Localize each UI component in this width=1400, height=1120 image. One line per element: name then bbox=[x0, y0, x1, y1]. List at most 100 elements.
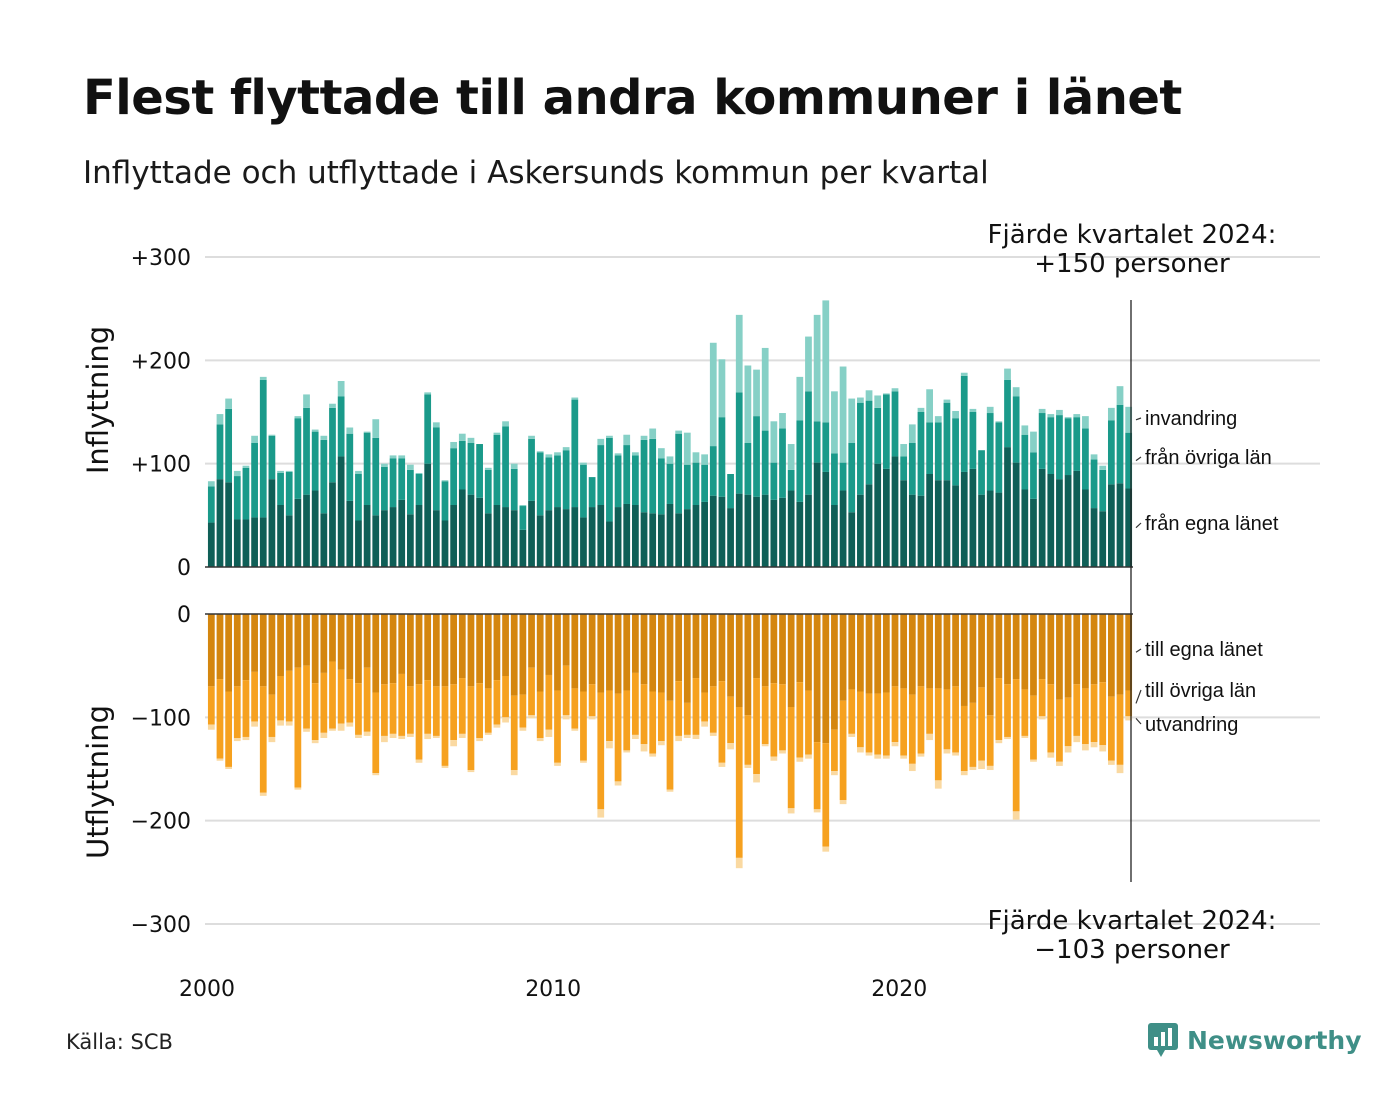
bar-segment bbox=[441, 480, 449, 482]
bar-segment bbox=[753, 774, 760, 783]
bar-segment bbox=[458, 678, 466, 734]
bar-segment bbox=[908, 763, 916, 772]
bar-segment bbox=[960, 771, 968, 776]
bar-segment bbox=[303, 614, 310, 666]
bar-segment bbox=[649, 753, 657, 757]
bar-segment bbox=[805, 614, 812, 691]
bar-segment bbox=[969, 766, 977, 771]
bar-segment bbox=[978, 450, 985, 495]
bar-segment bbox=[259, 614, 267, 687]
bar-segment bbox=[355, 474, 362, 521]
bar-segment bbox=[502, 507, 509, 567]
bar-segment bbox=[1012, 396, 1020, 463]
bar-segment bbox=[787, 614, 795, 707]
bar-segment bbox=[580, 464, 587, 518]
bar-segment bbox=[1064, 417, 1072, 419]
bar-segment bbox=[536, 691, 544, 738]
bar-segment bbox=[779, 428, 786, 498]
bar-segment bbox=[1056, 479, 1063, 567]
bar-segment bbox=[865, 484, 873, 567]
bar-segment bbox=[398, 614, 406, 674]
bar-segment bbox=[1090, 459, 1098, 509]
bar-segment bbox=[216, 479, 224, 567]
bar-segment bbox=[744, 494, 752, 567]
bar-segment bbox=[458, 433, 466, 441]
bar-segment bbox=[519, 529, 527, 567]
bar-segment bbox=[632, 614, 639, 673]
bar-segment bbox=[727, 743, 734, 750]
bar-segment bbox=[1107, 760, 1115, 765]
y-tick-label: +200 bbox=[131, 349, 191, 374]
bar-segment bbox=[675, 430, 683, 434]
bar-segment bbox=[657, 448, 665, 459]
bar-segment bbox=[882, 755, 890, 759]
bar-segment bbox=[753, 496, 760, 567]
bar-segment bbox=[718, 496, 726, 567]
bar-segment bbox=[432, 735, 440, 738]
bar-segment bbox=[597, 692, 605, 810]
bar-segment bbox=[891, 686, 899, 743]
bar-segment bbox=[493, 724, 501, 728]
bar-segment bbox=[934, 614, 942, 689]
bar-segment bbox=[1116, 404, 1124, 484]
bar-segment bbox=[432, 427, 440, 511]
bar-segment bbox=[1047, 474, 1055, 567]
bar-segment bbox=[597, 614, 605, 693]
bar-segment bbox=[1012, 462, 1020, 567]
bar-segment bbox=[432, 510, 440, 567]
bar-segment bbox=[329, 482, 336, 567]
bar-segment bbox=[493, 614, 501, 681]
bar-segment bbox=[225, 691, 233, 767]
bar-segment bbox=[1004, 368, 1011, 380]
bar-segment bbox=[407, 464, 414, 470]
bar-segment bbox=[216, 758, 224, 761]
bar-segment bbox=[571, 728, 579, 731]
bar-segment bbox=[952, 752, 959, 756]
bar-segment bbox=[259, 517, 267, 567]
bar-segment bbox=[216, 414, 224, 425]
bar-segment bbox=[432, 614, 440, 687]
bar-segment bbox=[536, 452, 544, 516]
bar-segment bbox=[588, 716, 596, 720]
bar-segment bbox=[528, 438, 535, 501]
bar-segment bbox=[1064, 746, 1072, 753]
series-label: utvandring bbox=[1145, 714, 1238, 736]
bar-segment bbox=[502, 426, 509, 508]
bar-segment bbox=[1030, 759, 1037, 762]
bar-segment bbox=[415, 505, 423, 567]
bar-segment bbox=[571, 399, 579, 508]
bar-segment bbox=[727, 696, 734, 744]
bar-segment bbox=[1012, 387, 1020, 397]
bar-segment bbox=[311, 614, 319, 684]
bar-segment bbox=[813, 462, 821, 567]
bar-segment bbox=[1073, 735, 1081, 743]
bar-segment bbox=[1099, 469, 1107, 512]
bar-segment bbox=[268, 479, 276, 567]
bar-segment bbox=[926, 422, 933, 474]
bar-segment bbox=[1004, 614, 1011, 685]
bar-segment bbox=[761, 744, 769, 747]
bar-segment bbox=[640, 435, 648, 440]
bar-segment bbox=[372, 773, 380, 776]
bar-segment bbox=[692, 462, 700, 505]
bar-segment bbox=[986, 614, 994, 716]
bar-segment bbox=[969, 468, 977, 567]
bar-segment bbox=[857, 614, 864, 692]
bar-segment bbox=[597, 505, 605, 567]
bar-segment bbox=[969, 412, 977, 469]
bar-segment bbox=[285, 670, 293, 722]
bar-segment bbox=[372, 515, 380, 567]
bar-segment bbox=[831, 729, 838, 772]
bar-segment bbox=[822, 422, 830, 472]
x-tick-label: 2000 bbox=[179, 977, 235, 1002]
bar-segment bbox=[259, 379, 267, 518]
bar-segment bbox=[831, 453, 838, 505]
bar-segment bbox=[709, 732, 717, 736]
bar-segment bbox=[943, 614, 951, 690]
bar-segment bbox=[259, 792, 267, 796]
bar-segment bbox=[1107, 614, 1115, 697]
bar-segment bbox=[233, 476, 241, 520]
bar-segment bbox=[1038, 716, 1046, 720]
bar-segment bbox=[666, 503, 674, 567]
bar-segment bbox=[614, 455, 622, 508]
